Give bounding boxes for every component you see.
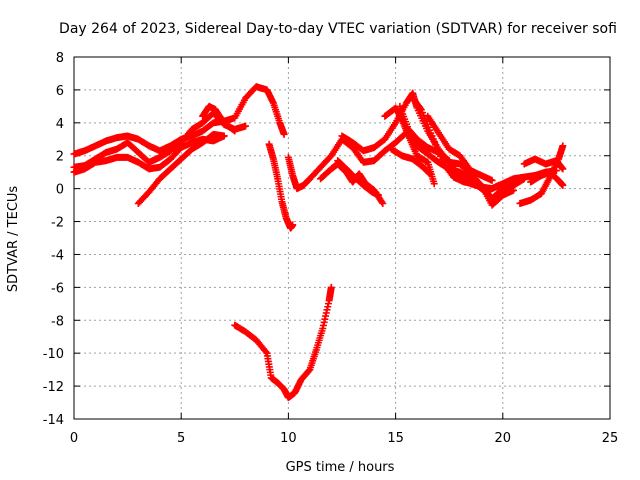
x-tick-label: 20	[495, 431, 512, 446]
series-track-d	[134, 130, 228, 207]
x-axis-label: GPS time / hours	[286, 460, 395, 475]
data-marks	[70, 83, 567, 402]
data-point	[378, 198, 386, 206]
y-tick-label: 6	[56, 84, 64, 99]
x-tick-label: 10	[280, 431, 297, 446]
data-point	[231, 127, 239, 135]
series-track-o	[424, 112, 496, 184]
y-tick-label: 2	[56, 150, 64, 165]
data-point	[416, 104, 424, 112]
series-track-r	[527, 168, 567, 189]
data-point	[488, 176, 496, 184]
y-tick-label: 8	[56, 51, 64, 66]
data-point	[379, 199, 387, 207]
x-tick-label: 25	[602, 431, 619, 446]
series-track-b	[70, 132, 228, 176]
data-point	[242, 122, 250, 130]
series-track-h	[317, 160, 387, 207]
series-track-k	[381, 104, 438, 188]
plot-frame	[73, 56, 611, 420]
y-tick-label: 0	[56, 183, 64, 198]
data-point	[430, 180, 438, 188]
data-point	[559, 142, 567, 150]
chart-title: Day 264 of 2023, Sidereal Day-to-day VTE…	[59, 21, 617, 37]
y-tick-label: -4	[51, 248, 64, 263]
data-point	[426, 170, 434, 178]
y-tick-label: -12	[43, 380, 64, 395]
series-track-n	[387, 145, 434, 178]
x-tick-label: 5	[177, 431, 185, 446]
y-tick-label: -8	[51, 314, 64, 329]
y-tick-label: -2	[51, 216, 64, 231]
data-point	[220, 132, 228, 140]
data-point	[374, 191, 382, 199]
series-track-f	[265, 140, 297, 232]
axis-ticks	[73, 56, 611, 420]
series-track-a	[70, 83, 288, 158]
x-tick-labels: 0 5 10 15 20 25	[70, 431, 618, 446]
data-point	[327, 283, 335, 291]
series-track-e	[199, 102, 239, 135]
data-point	[425, 169, 433, 177]
x-tick-label: 0	[70, 431, 78, 446]
series-track-s	[231, 283, 335, 402]
y-tick-label: -14	[43, 413, 64, 428]
grid-lines	[74, 57, 610, 419]
data-point	[559, 181, 567, 189]
data-point	[262, 348, 270, 356]
y-tick-label: 4	[56, 117, 64, 132]
y-axis-label: SDTVAR / TECUs	[6, 186, 21, 293]
data-point	[280, 130, 288, 138]
data-point	[559, 165, 567, 173]
data-point	[230, 126, 238, 134]
data-point	[289, 221, 297, 229]
series-track-i	[334, 157, 382, 199]
data-point	[495, 181, 503, 189]
x-tick-label: 15	[387, 431, 404, 446]
y-tick-labels: -14 -12 -10 -8 -6 -4 -2 0 2 4 6 8	[43, 51, 64, 428]
y-tick-label: -6	[51, 281, 64, 296]
data-point	[510, 186, 518, 194]
y-tick-label: -10	[43, 347, 64, 362]
series-track-q	[520, 155, 567, 173]
